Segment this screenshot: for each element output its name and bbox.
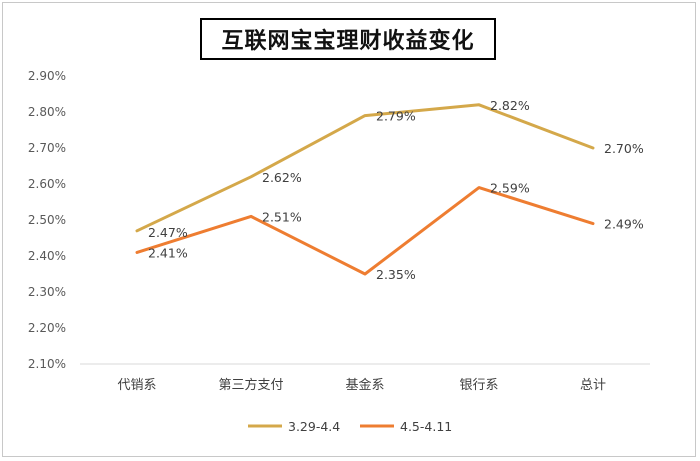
x-tick-label: 代销系 (117, 378, 156, 393)
chart-title-box: 互联网宝宝理财收益变化 (200, 18, 496, 60)
data-label: 2.51% (262, 209, 302, 224)
y-tick-label: 2.20% (28, 321, 66, 335)
data-label: 2.35% (376, 267, 416, 282)
data-label: 2.41% (148, 245, 188, 260)
x-tick-label: 银行系 (459, 378, 498, 393)
y-tick-label: 2.70% (28, 141, 66, 155)
chart-title: 互联网宝宝理财收益变化 (221, 29, 475, 54)
y-tick-label: 2.30% (28, 285, 66, 299)
data-label: 2.62% (262, 170, 302, 185)
series-line-1 (135, 103, 595, 233)
y-tick-label: 2.80% (28, 105, 66, 119)
data-label: 2.49% (604, 217, 644, 232)
data-label: 2.59% (490, 181, 530, 196)
legend-label: 4.5-4.11 (400, 419, 452, 434)
data-label: 2.47% (148, 225, 188, 240)
y-axis-tick-labels: 2.10% 2.20% 2.30% 2.40% 2.50% 2.60% 2.70% 2.80%… (28, 69, 66, 371)
y-tick-label: 2.10% (28, 357, 66, 371)
legend: 3.29-4.4 4.5-4.11 (248, 419, 452, 434)
y-tick-label: 2.50% (28, 213, 66, 227)
y-tick-label: 2.60% (28, 177, 66, 191)
data-label: 2.70% (604, 141, 644, 156)
y-tick-label: 2.90% (28, 69, 66, 83)
series-lines (135, 103, 595, 276)
data-labels: 2.47% 2.62% 2.79% 2.82% 2.70% 2.41% 2.51% 2.35%… (148, 98, 644, 282)
legend-label: 3.29-4.4 (288, 419, 340, 434)
x-tick-label: 基金系 (345, 377, 384, 393)
series-line-2 (135, 186, 595, 276)
x-axis-tick-labels: 代销系 第三方支付 基金系 银行系 总计 (117, 377, 606, 393)
y-tick-label: 2.40% (28, 249, 66, 263)
chart-frame (2, 2, 696, 457)
data-label: 2.82% (490, 98, 530, 113)
data-label: 2.79% (376, 109, 416, 124)
x-tick-label: 总计 (580, 378, 606, 393)
x-tick-label: 第三方支付 (218, 377, 283, 393)
